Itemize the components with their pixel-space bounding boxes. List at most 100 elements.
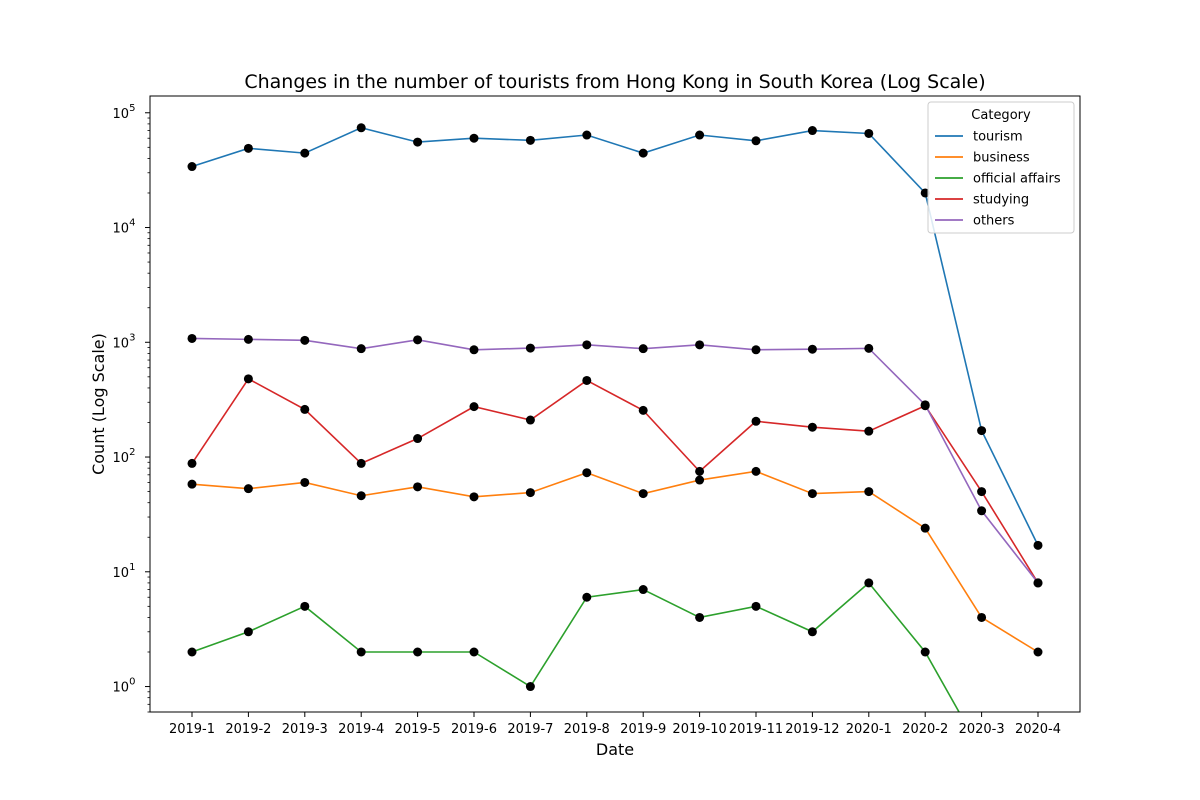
data-point-business-2019-6 [469, 492, 479, 502]
data-point-others-2019-11 [751, 345, 761, 355]
data-point-tourism-2020-1 [864, 128, 874, 138]
data-point-others-2019-1 [187, 333, 197, 343]
x-tick-label: 2019-10 [672, 722, 726, 737]
data-point-tourism-2019-12 [807, 126, 817, 136]
data-point-others-2019-3 [300, 335, 310, 345]
data-point-business-2019-3 [300, 477, 310, 487]
data-point-others-2020-3 [977, 506, 987, 516]
x-axis: 2019-1 2019-2 2019-3 2019-4 2019-5 2019-6 2019… [169, 712, 1061, 737]
legend-title: Category [971, 108, 1031, 123]
data-point-official-affairs-2019-7 [525, 682, 535, 692]
plot-area [187, 123, 1043, 712]
data-point-business-2019-7 [525, 488, 535, 498]
data-point-studying-2019-1 [187, 458, 197, 468]
y-tick-label: 103 [113, 332, 136, 351]
data-point-tourism-2019-6 [469, 133, 479, 143]
x-tick-label: 2019-4 [338, 722, 384, 737]
data-point-studying-2019-3 [300, 404, 310, 414]
legend-label-official-affairs: official affairs [973, 172, 1061, 187]
y-tick-label: 105 [113, 103, 136, 122]
data-point-others-2020-1 [864, 343, 874, 353]
data-point-business-2019-8 [582, 468, 592, 478]
data-point-others-2019-5 [413, 335, 423, 345]
y-tick-label: 102 [113, 447, 136, 466]
data-point-tourism-2019-8 [582, 130, 592, 140]
series-line-others [191, 337, 1039, 584]
x-tick-label: 2019-11 [729, 722, 783, 737]
data-point-tourism-2019-5 [413, 137, 423, 147]
legend-label-tourism: tourism [973, 130, 1023, 145]
data-point-official-affairs-2020-1 [864, 578, 874, 588]
data-point-tourism-2019-9 [638, 148, 648, 158]
data-point-business-2019-10 [695, 475, 705, 485]
x-tick-label: 2019-7 [507, 722, 553, 737]
data-point-others-2019-9 [638, 344, 648, 354]
data-point-tourism-2020-3 [977, 426, 987, 436]
legend-box [927, 101, 1075, 234]
data-point-official-affairs-2019-6 [469, 647, 479, 657]
data-point-business-2019-9 [638, 489, 648, 499]
data-point-tourism-2019-4 [356, 123, 366, 133]
data-point-others-2019-8 [582, 340, 592, 350]
data-point-others-2019-6 [469, 345, 479, 355]
data-point-official-affairs-2019-9 [638, 585, 648, 595]
data-point-others-2019-10 [695, 340, 705, 350]
x-tick-label: 2019-5 [395, 722, 441, 737]
data-point-studying-2019-4 [356, 458, 366, 468]
legend: Category tourism business official affairs… [927, 101, 1075, 234]
data-point-others-2019-12 [807, 344, 817, 354]
data-point-business-2019-1 [187, 479, 197, 489]
x-tick-label: 2019-3 [282, 722, 328, 737]
data-point-official-affairs-2019-12 [807, 627, 817, 637]
data-point-business-2020-3 [977, 612, 987, 622]
data-point-studying-2019-2 [243, 374, 253, 384]
x-tick-label: 2019-12 [785, 722, 839, 737]
data-point-tourism-2019-11 [751, 136, 761, 146]
series-line-tourism [191, 126, 1039, 546]
data-point-tourism-2019-1 [187, 162, 197, 172]
data-point-studying-2019-11 [751, 416, 761, 426]
data-point-studying-2019-6 [469, 402, 479, 412]
y-tick-label: 101 [113, 562, 136, 581]
data-point-studying-2019-12 [807, 422, 817, 432]
data-point-tourism-2019-3 [300, 148, 310, 158]
y-tick-label: 100 [113, 677, 136, 696]
data-point-others-2019-4 [356, 344, 366, 354]
data-point-others-2020-4 [1033, 578, 1043, 588]
data-point-business-2019-11 [751, 466, 761, 476]
x-tick-label: 2020-4 [1015, 722, 1061, 737]
data-point-others-2019-2 [243, 334, 253, 344]
chart-title: Changes in the number of tourists from H… [244, 71, 985, 93]
data-point-official-affairs-2019-4 [356, 647, 366, 657]
data-point-business-2020-4 [1033, 647, 1043, 657]
x-tick-label: 2019-6 [451, 722, 497, 737]
data-point-tourism-2019-2 [243, 143, 253, 153]
data-point-studying-2019-7 [525, 415, 535, 425]
data-point-official-affairs-2019-1 [187, 647, 197, 657]
data-point-studying-2019-10 [695, 466, 705, 476]
data-point-business-2019-12 [807, 489, 817, 499]
legend-label-business: business [973, 151, 1030, 166]
data-point-official-affairs-2019-3 [300, 601, 310, 611]
data-point-studying-2019-5 [413, 434, 423, 444]
x-tick-label: 2019-8 [564, 722, 610, 737]
y-axis: 100 101 102 103 104 105 [113, 103, 150, 713]
data-point-studying-2020-3 [977, 487, 987, 497]
data-point-official-affairs-2020-2 [920, 647, 930, 657]
x-tick-label: 2020-2 [902, 722, 948, 737]
data-point-studying-2020-1 [864, 426, 874, 436]
data-point-tourism-2019-7 [525, 135, 535, 145]
x-axis-label: Date [596, 740, 634, 759]
data-point-business-2019-4 [356, 491, 366, 501]
data-point-business-2020-1 [864, 487, 874, 497]
plot-frame [149, 95, 1081, 713]
y-tick-label: 104 [113, 218, 136, 237]
series-line-studying [191, 377, 1039, 584]
legend-label-others: others [973, 214, 1015, 229]
legend-label-studying: studying [973, 193, 1029, 208]
data-point-official-affairs-2019-8 [582, 592, 592, 602]
series-line-business [191, 470, 1039, 653]
data-point-business-2020-2 [920, 523, 930, 533]
